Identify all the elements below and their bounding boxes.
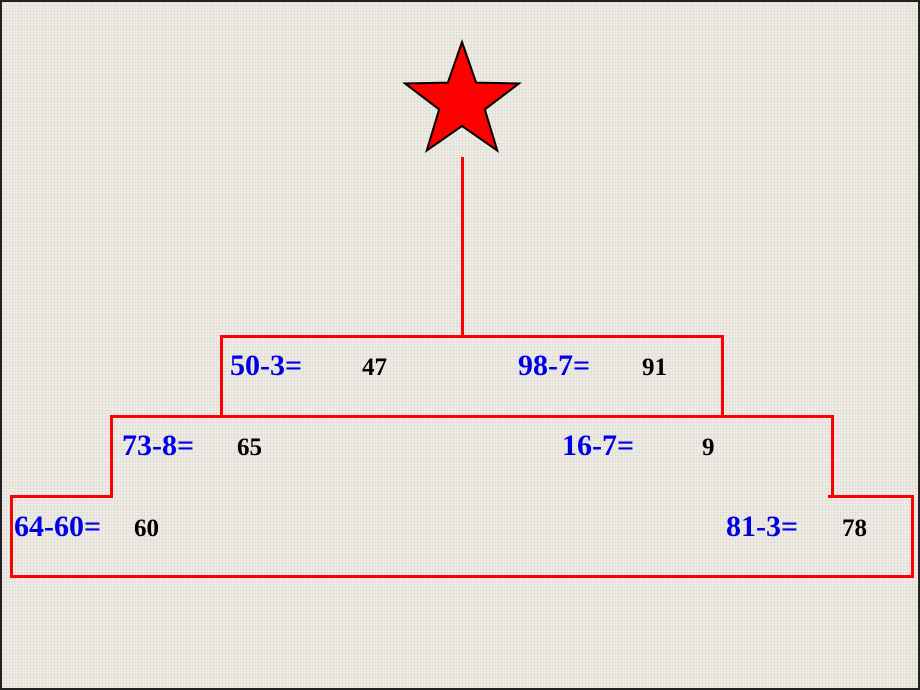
answer-bottom-left: 60: [134, 515, 159, 543]
equation-mid-left: 73-8=: [122, 429, 194, 463]
flag-pole: [461, 157, 464, 335]
step-bottom-left-top: [10, 495, 113, 498]
answer-top-right: 91: [642, 354, 667, 382]
step-bottom-baseline: [10, 575, 914, 578]
step-middle: [110, 415, 834, 498]
equation-top-right: 98-7=: [518, 349, 590, 383]
step-bottom-right-top: [828, 495, 914, 498]
equation-bottom-right: 81-3=: [726, 510, 798, 544]
answer-top-left: 47: [362, 354, 387, 382]
star-icon: [397, 37, 527, 167]
answer-bottom-right: 78: [842, 515, 867, 543]
equation-bottom-left: 64-60=: [14, 510, 101, 544]
equation-mid-right: 16-7=: [562, 429, 634, 463]
answer-mid-left: 65: [237, 434, 262, 462]
step-bottom-left-side: [10, 495, 13, 578]
answer-mid-right: 9: [702, 434, 715, 462]
step-bottom-right-side: [911, 495, 914, 578]
math-pyramid-diagram: 50-3= 47 98-7= 91 73-8= 65 16-7= 9 64-60…: [2, 2, 918, 688]
equation-top-left: 50-3=: [230, 349, 302, 383]
